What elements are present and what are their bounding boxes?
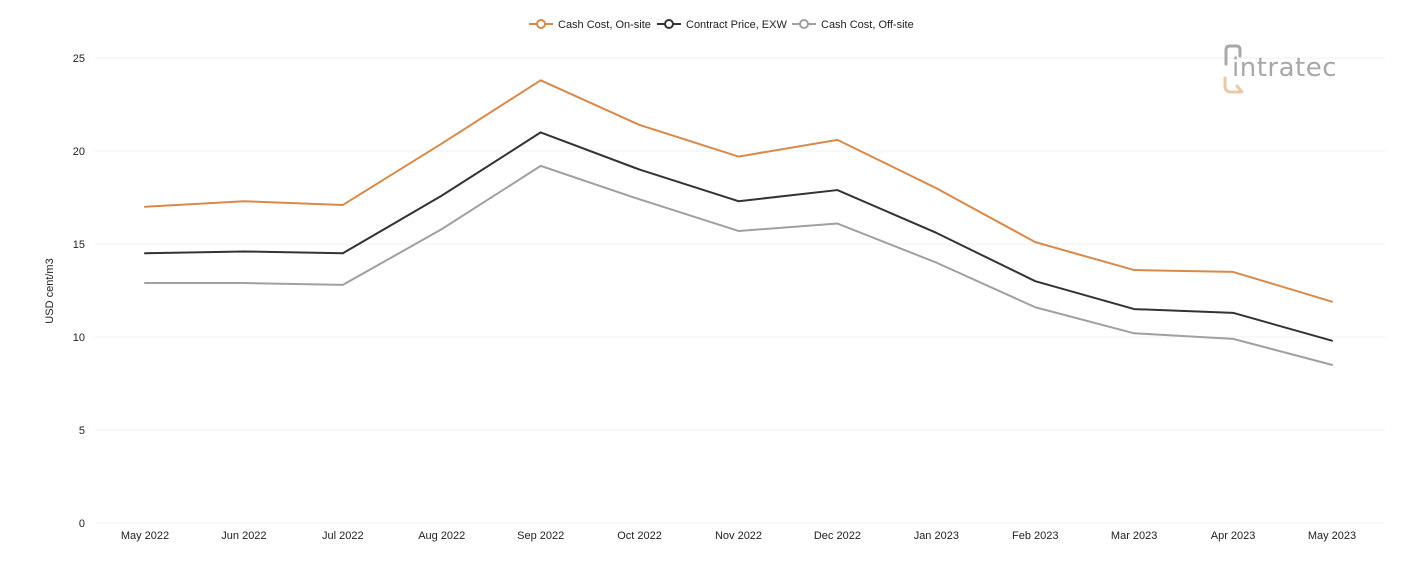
y-tick-label: 0: [79, 518, 85, 530]
legend-label: Contract Price, EXW: [686, 19, 787, 31]
data-point[interactable]: [736, 228, 742, 234]
x-tick-label: Dec 2022: [814, 530, 861, 542]
series-cash-cost-on-site: [142, 77, 1335, 305]
x-tick-label: Mar 2023: [1111, 530, 1157, 542]
x-tick-label: Sep 2022: [517, 530, 564, 542]
intratec-logo-icon: [1223, 44, 1244, 94]
series-contract-price-exw: [142, 129, 1335, 344]
x-tick-label: May 2023: [1308, 530, 1356, 542]
x-tick-label: Aug 2022: [418, 530, 465, 542]
series-line: [144, 79, 1333, 303]
data-point[interactable]: [538, 163, 544, 169]
data-point[interactable]: [736, 154, 742, 160]
data-point[interactable]: [637, 196, 643, 202]
x-tick-label: May 2022: [121, 530, 169, 542]
series-cash-cost-off-site: [142, 163, 1335, 368]
legend-swatch-marker: [799, 19, 809, 29]
data-point[interactable]: [1329, 299, 1335, 305]
legend-item[interactable]: Cash Cost, Off-site: [792, 19, 914, 31]
x-tick-label: Nov 2022: [715, 530, 762, 542]
data-point[interactable]: [1329, 362, 1335, 368]
data-point[interactable]: [439, 141, 445, 147]
data-point[interactable]: [1131, 267, 1137, 273]
data-point[interactable]: [834, 137, 840, 143]
x-tick-label: Jan 2023: [914, 530, 959, 542]
data-point[interactable]: [340, 250, 346, 256]
data-point[interactable]: [933, 185, 939, 191]
data-point[interactable]: [1230, 310, 1236, 316]
data-point[interactable]: [241, 248, 247, 254]
series-lines: [142, 77, 1335, 368]
legend-label: Cash Cost, Off-site: [821, 19, 914, 31]
y-tick-label: 10: [73, 332, 85, 344]
data-point[interactable]: [241, 280, 247, 286]
data-point[interactable]: [933, 230, 939, 236]
x-tick-label: Jul 2022: [322, 530, 364, 542]
data-point[interactable]: [142, 250, 148, 256]
x-tick-label: Feb 2023: [1012, 530, 1058, 542]
data-point[interactable]: [637, 167, 643, 173]
x-axis-ticks: May 2022 Jun 2022 Jul 2022 Aug 2022 Sep 2022…: [121, 530, 1356, 542]
data-point[interactable]: [538, 77, 544, 83]
data-point[interactable]: [1032, 304, 1038, 310]
data-point[interactable]: [142, 280, 148, 286]
data-point[interactable]: [1032, 278, 1038, 284]
data-point[interactable]: [1032, 239, 1038, 245]
data-point[interactable]: [637, 122, 643, 128]
y-axis-ticks: 0 5 10 15 20 25: [73, 53, 85, 530]
data-point[interactable]: [439, 226, 445, 232]
legend[interactable]: Cash Cost, On-site Contract Price, EXW Cas…: [529, 19, 914, 31]
x-tick-label: Apr 2023: [1211, 530, 1256, 542]
data-point[interactable]: [340, 282, 346, 288]
data-point[interactable]: [538, 129, 544, 135]
grid-lines: [95, 57, 1385, 524]
x-tick-label: Jun 2022: [221, 530, 266, 542]
data-point[interactable]: [1131, 330, 1137, 336]
y-tick-label: 15: [73, 239, 85, 251]
data-point[interactable]: [834, 221, 840, 227]
data-point[interactable]: [1131, 306, 1137, 312]
legend-item[interactable]: Contract Price, EXW: [657, 19, 787, 31]
data-point[interactable]: [340, 202, 346, 208]
y-tick-label: 20: [73, 146, 85, 158]
data-point[interactable]: [241, 198, 247, 204]
data-point[interactable]: [1230, 269, 1236, 275]
y-tick-label: 25: [73, 53, 85, 65]
y-tick-label: 5: [79, 425, 85, 437]
data-point[interactable]: [834, 187, 840, 193]
logo-wordmark: intratec: [1232, 53, 1337, 83]
legend-label: Cash Cost, On-site: [558, 19, 651, 31]
legend-swatch-marker: [664, 19, 674, 29]
x-tick-label: Oct 2022: [617, 530, 662, 542]
y-axis-title: USD cent/m3: [44, 258, 56, 323]
legend-item[interactable]: Cash Cost, On-site: [529, 19, 651, 31]
data-point[interactable]: [1329, 338, 1335, 344]
data-point[interactable]: [142, 204, 148, 210]
data-point[interactable]: [1230, 336, 1236, 342]
series-line: [144, 164, 1333, 366]
data-point[interactable]: [933, 260, 939, 266]
series-line: [144, 131, 1333, 342]
intratec-logo: intratec: [1223, 44, 1337, 94]
data-point[interactable]: [736, 198, 742, 204]
legend-swatch-marker: [536, 19, 546, 29]
data-point[interactable]: [439, 193, 445, 199]
